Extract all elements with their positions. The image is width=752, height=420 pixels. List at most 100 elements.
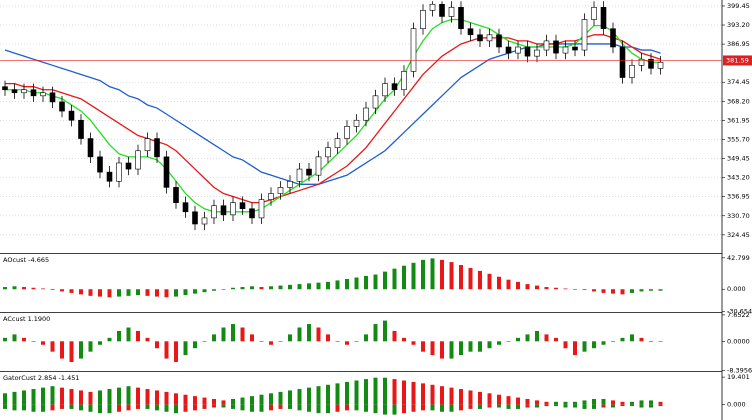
y-tick-label: 19.401 [727, 373, 750, 381]
histogram-bar [50, 404, 55, 411]
histogram-bar [316, 404, 321, 414]
histogram-bar [22, 404, 26, 411]
histogram-bar [202, 404, 207, 409]
histogram-bar [22, 337, 26, 342]
histogram-bar [516, 337, 520, 342]
current-price-box [723, 55, 752, 66]
histogram-bar [449, 262, 454, 290]
candle-body [439, 3, 445, 17]
histogram-bar [373, 274, 378, 290]
histogram-bar [611, 404, 615, 408]
histogram-bar [611, 400, 615, 405]
candle-body [211, 205, 217, 219]
histogram-bar [50, 341, 55, 352]
histogram-bar [269, 341, 273, 345]
candle-body [125, 162, 132, 170]
histogram-bar [506, 341, 511, 342]
histogram-bar [297, 327, 302, 342]
candle-body [524, 46, 531, 57]
histogram-bar [202, 397, 207, 405]
histogram-bar [459, 265, 463, 290]
histogram-bar [487, 341, 492, 349]
histogram-bar [202, 289, 207, 293]
histogram-bar [421, 341, 425, 352]
candle-body [515, 46, 521, 54]
histogram-bar [60, 387, 64, 405]
histogram-bar [478, 341, 482, 352]
histogram-bar [611, 341, 615, 342]
histogram-bar [136, 387, 140, 405]
histogram-bar [354, 277, 359, 290]
histogram-bar [354, 341, 359, 342]
candle-body [192, 211, 198, 225]
histogram-bar [174, 289, 178, 297]
histogram-bar [345, 278, 349, 290]
histogram-bar [107, 404, 112, 414]
histogram-bar [535, 330, 539, 342]
histogram-bar [117, 387, 121, 405]
histogram-bar [364, 334, 368, 342]
candle-body [306, 168, 312, 176]
candle-body [258, 199, 265, 219]
histogram-bar [563, 288, 568, 290]
histogram-bar [582, 404, 587, 409]
histogram-bar [364, 404, 368, 412]
candle-body [562, 46, 569, 54]
histogram-bar [79, 341, 83, 359]
candle-body [496, 34, 502, 48]
histogram-bar [373, 377, 378, 405]
histogram-bar [297, 404, 302, 411]
histogram-bar [535, 285, 539, 290]
histogram-bar [554, 404, 558, 407]
histogram-bar [506, 396, 511, 405]
histogram-bar [60, 341, 64, 359]
histogram-bar [259, 404, 264, 412]
histogram-bar [544, 404, 549, 407]
histogram-bar [563, 404, 568, 408]
candle-body [268, 193, 274, 200]
histogram-bar [468, 404, 473, 409]
histogram-bar [630, 401, 634, 405]
histogram-bar [459, 404, 463, 411]
candle-body [553, 40, 559, 54]
candle-body [334, 138, 341, 149]
histogram-bar [525, 404, 530, 408]
histogram-bar [402, 380, 406, 405]
histogram-bar [269, 286, 273, 290]
histogram-bar [392, 330, 397, 342]
histogram-bar [240, 287, 245, 290]
histogram-bar [193, 404, 197, 411]
candle-body [296, 168, 303, 182]
histogram-bar [430, 341, 435, 356]
candle-body [344, 126, 350, 139]
histogram-bar [126, 404, 131, 411]
histogram-bar [478, 404, 482, 409]
histogram-bar [354, 380, 359, 405]
candle-body [230, 202, 236, 216]
histogram-bar [630, 404, 634, 407]
histogram-bar [221, 327, 226, 342]
histogram-bar [117, 289, 121, 297]
histogram-bar [582, 400, 587, 405]
histogram-bar [12, 391, 17, 405]
histogram-bar [402, 265, 406, 290]
histogram-bar [297, 284, 302, 290]
histogram-bar [88, 341, 93, 352]
histogram-bar [145, 389, 150, 405]
histogram-bar [316, 327, 321, 342]
histogram-bar [544, 334, 549, 342]
y-tick-label: 330.70 [727, 212, 750, 220]
histogram-bar [649, 289, 653, 291]
histogram-bar [288, 284, 292, 290]
histogram-bar [98, 390, 102, 405]
histogram-bar [516, 281, 520, 290]
histogram-bar [345, 381, 349, 405]
histogram-bar [601, 289, 606, 293]
histogram-bar [288, 334, 292, 342]
histogram-bar [231, 324, 235, 342]
histogram-bar [164, 404, 169, 412]
histogram-bar [3, 393, 7, 405]
histogram-bar [183, 341, 188, 356]
candle-body [249, 208, 255, 219]
